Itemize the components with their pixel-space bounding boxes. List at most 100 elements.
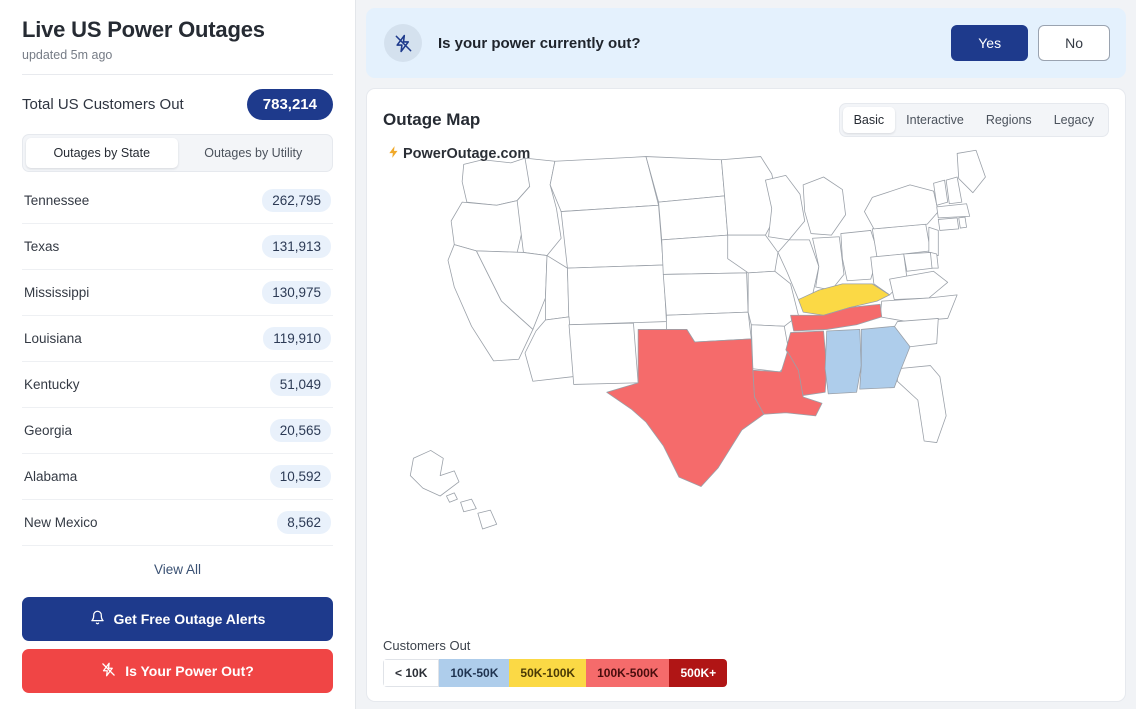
state-WI [765,175,806,241]
bolt-slash-icon [384,24,422,62]
state-NJ [928,226,939,256]
state-HI [446,492,458,503]
is-your-power-out-button[interactable]: Is Your Power Out? [22,649,333,693]
list-item[interactable]: Mississippi 130,975 [22,270,333,316]
state-name: Tennessee [24,193,90,208]
us-outage-map[interactable] [375,133,1136,573]
watermark-label: PowerOutage.com [403,146,531,162]
list-item[interactable]: Kentucky 51,049 [22,362,333,408]
legend-item-under-10k: < 10K [383,659,440,687]
updated-timestamp: updated 5m ago [22,48,113,62]
state-UT [545,255,570,321]
state-name: Mississippi [24,285,90,300]
state-AK [409,450,460,497]
divider [22,74,333,75]
list-item[interactable]: Alabama 10,592 [22,454,333,500]
lightning-bolt-icon [387,143,401,165]
state-CA [447,244,534,362]
state-HI-3 [477,509,498,530]
state-KY [798,283,890,316]
power-out-banner: Is your power currently out? Yes No [366,8,1126,78]
main-content: Is your power currently out? Yes No Outa… [356,0,1136,709]
map-view-legacy[interactable]: Legacy [1053,113,1094,127]
state-SD [658,195,729,241]
state-value: 8,562 [277,511,331,534]
list-item[interactable]: New Mexico 8,562 [22,500,333,546]
legend-item-100k-500k: 100K-500K [586,659,670,687]
map-view-basic[interactable]: Basic [842,107,896,133]
state-MA [936,203,971,219]
state-value: 10,592 [269,465,331,488]
get-free-outage-alerts-button[interactable]: Get Free Outage Alerts [22,597,333,641]
state-AL [824,329,862,395]
list-item[interactable]: Tennessee 262,795 [22,178,333,224]
state-NC [879,294,958,322]
no-button[interactable]: No [1038,25,1110,61]
state-name: Texas [24,239,60,254]
state-MD [903,252,934,272]
state-value: 131,913 [262,235,331,258]
state-FL [897,365,947,443]
map-title: Outage Map [383,110,481,129]
banner-buttons: Yes No [951,25,1110,61]
state-DE [930,252,939,269]
state-TX [606,329,765,487]
map-view-regions[interactable]: Regions [985,113,1032,127]
yes-button[interactable]: Yes [951,25,1029,61]
outage-tabs: Outages by State Outages by Utility [22,134,333,172]
powatage-watermark: PowerOutage.com [387,143,530,165]
tab-outages-by-utility[interactable]: Outages by Utility [204,146,303,160]
sidebar-actions: Get Free Outage Alerts Is Your Power Out… [22,597,333,709]
list-item[interactable]: Texas 131,913 [22,224,333,270]
legend-item-500k-plus: 500K+ [669,659,728,687]
state-name: Kentucky [24,377,80,392]
tab-outages-by-state[interactable]: Outages by State [26,138,178,168]
legend-item-50k-100k: 50K-100K [509,659,587,687]
state-ND [645,156,725,203]
state-value: 51,049 [269,373,331,396]
state-value: 262,795 [262,189,331,212]
state-KS [662,272,749,316]
banner-question: Is your power currently out? [438,34,641,52]
state-CO [567,264,667,326]
state-WY [560,204,664,269]
alerts-button-label: Get Free Outage Alerts [113,611,266,627]
state-NH [945,176,963,205]
state-OH [840,230,879,282]
total-badge: 783,214 [246,89,333,120]
legend-title: Customers Out [383,638,471,653]
state-MI [802,176,846,236]
list-item[interactable]: Georgia 20,565 [22,408,333,454]
state-CT [937,217,960,231]
state-VT [933,179,949,206]
state-AZ [524,316,575,382]
state-name: New Mexico [24,515,98,530]
total-customers-out-row: Total US Customers Out 783,214 [22,75,333,134]
sidebar: Live US Power Outages updated 5m ago Tot… [0,0,356,709]
state-NM [568,322,639,385]
legend-item-10k-50k: 10K-50K [439,659,510,687]
state-ME [956,149,986,194]
state-VA [889,270,949,300]
state-GA [859,325,911,390]
state-MT [549,156,659,212]
map-header: Outage Map Basic Interactive Regions Leg… [383,103,1109,137]
state-outage-list: Tennessee 262,795 Texas 131,913 Mississi… [22,178,333,546]
state-OR [450,200,524,253]
view-all-link[interactable]: View All [153,562,202,577]
state-HI-2 [460,498,477,513]
state-NY [864,184,939,230]
outage-map-card: Outage Map Basic Interactive Regions Leg… [366,88,1126,702]
total-label: Total US Customers Out [22,96,184,113]
state-value: 130,975 [262,281,331,304]
state-RI [958,216,967,229]
list-item[interactable]: Louisiana 119,910 [22,316,333,362]
state-value: 20,565 [269,419,331,442]
state-value: 119,910 [263,327,331,350]
map-legend: Customers Out < 10K 10K-50K 50K-100K 100… [383,638,728,687]
map-view-switcher: Basic Interactive Regions Legacy [838,103,1109,137]
legend-scale: < 10K 10K-50K 50K-100K 100K-500K 500K+ [383,659,728,687]
map-view-interactive[interactable]: Interactive [906,113,964,127]
bolt-slash-icon [101,662,116,680]
